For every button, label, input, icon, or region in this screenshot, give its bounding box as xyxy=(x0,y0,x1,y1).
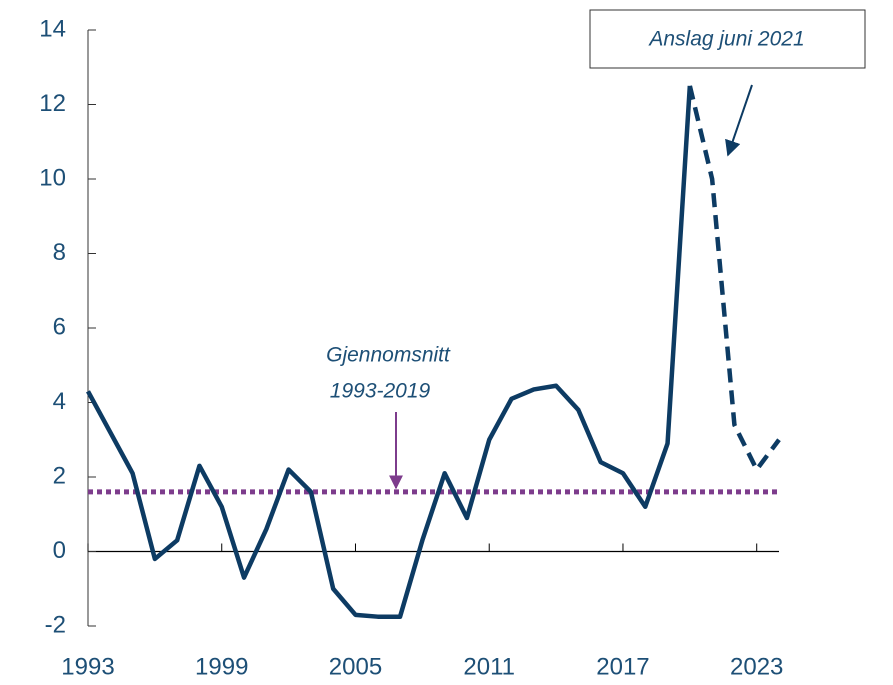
x-tick-label: 1993 xyxy=(61,653,114,680)
y-tick-label: 2 xyxy=(53,462,66,489)
forecast-label: Anslag juni 2021 xyxy=(647,28,804,51)
x-tick-label: 2005 xyxy=(329,653,382,680)
y-tick-label: 14 xyxy=(39,15,66,42)
x-tick-label: 1999 xyxy=(195,653,248,680)
y-tick-label: 12 xyxy=(39,90,66,117)
average-label: 1993-2019 xyxy=(330,380,431,403)
average-label: Gjennomsnitt xyxy=(326,344,451,367)
y-tick-label: 6 xyxy=(53,313,66,340)
y-tick-label: 0 xyxy=(53,537,66,564)
series-line xyxy=(86,85,693,619)
annotation-box xyxy=(589,9,866,69)
y-tick-label: 8 xyxy=(53,239,66,266)
forecast-arrow xyxy=(725,84,753,157)
y-tick-label: 4 xyxy=(53,388,66,415)
y-tick-label: 10 xyxy=(39,164,66,191)
y-tick-label: -2 xyxy=(45,611,66,638)
x-tick-label: 2017 xyxy=(596,653,649,680)
x-tick-label: 2023 xyxy=(730,653,783,680)
series-line xyxy=(687,85,781,472)
x-tick-label: 2011 xyxy=(463,653,515,680)
